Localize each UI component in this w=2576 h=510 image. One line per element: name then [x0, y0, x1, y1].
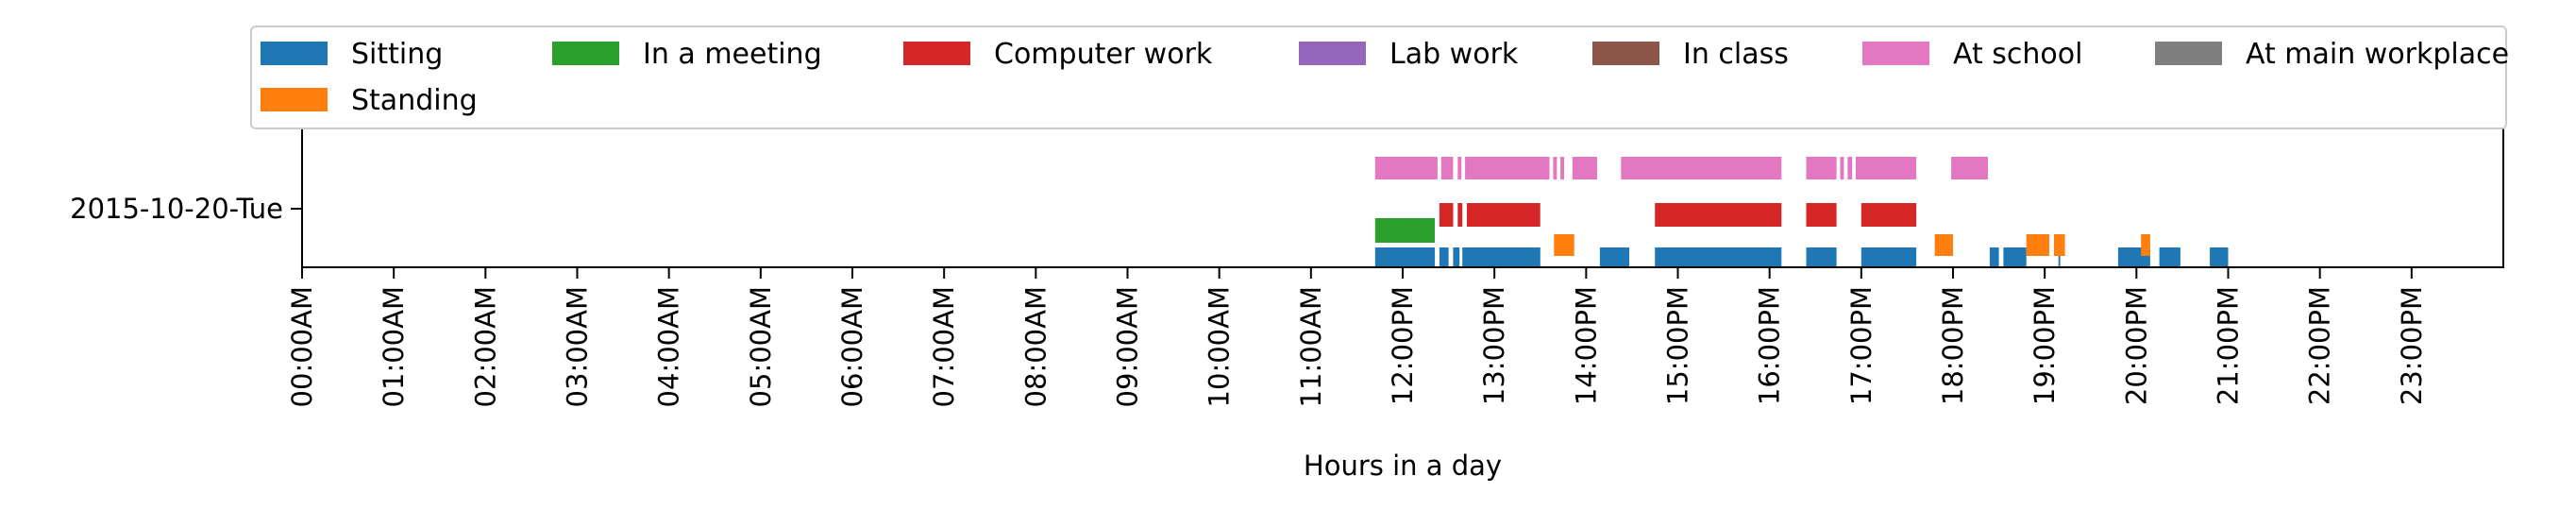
- x-tick-label: 19:00PM: [2029, 286, 2061, 405]
- bar-sitting-0: [1374, 247, 1435, 267]
- legend-label-computer-work: Computer work: [994, 38, 1213, 71]
- x-tick-label: 14:00PM: [1570, 286, 1602, 405]
- x-tick-label: 17:00PM: [1845, 286, 1877, 405]
- x-tick-label: 20:00PM: [2120, 286, 2152, 405]
- bar-in-a-meeting-0: [1374, 218, 1435, 243]
- legend-label-lab-work: Lab work: [1389, 38, 1519, 71]
- chart-bars: [1374, 157, 2229, 267]
- x-tick-label: 09:00AM: [1112, 286, 1144, 407]
- legend-label-in-class: In class: [1683, 38, 1789, 71]
- legend-swatch-sitting: [261, 42, 328, 65]
- bar-sitting-2: [1453, 247, 1460, 267]
- bar-sitting-1: [1439, 247, 1449, 267]
- bar-sitting-7: [1860, 247, 1917, 267]
- x-tick-label: 10:00AM: [1204, 286, 1236, 407]
- legend-label-standing: Standing: [351, 84, 478, 117]
- bar-at-school-2: [1457, 157, 1462, 179]
- legend-swatch-lab-work: [1299, 42, 1366, 65]
- bar-computer-work-0: [1439, 203, 1454, 227]
- bar-at-school-11: [1856, 157, 1917, 179]
- bar-standing-0: [1554, 234, 1574, 256]
- legend: Sitting In a meeting Computer work Lab work…: [250, 26, 2509, 129]
- bar-computer-work-4: [1806, 203, 1837, 227]
- x-tick-label: 05:00AM: [745, 286, 777, 407]
- bar-at-school-7: [1621, 157, 1782, 179]
- x-tick-label: 16:00PM: [1754, 286, 1786, 405]
- legend-swatch-at-school: [1862, 42, 1929, 65]
- bar-at-school-12: [1951, 157, 1988, 179]
- x-tick-label: 08:00AM: [1019, 286, 1052, 407]
- bar-sitting-12: [2159, 247, 2180, 267]
- bar-sitting-5: [1655, 247, 1782, 267]
- bar-computer-work-1: [1457, 203, 1463, 227]
- bar-sitting-3: [1462, 247, 1541, 267]
- x-tick-label: 23:00PM: [2396, 286, 2428, 405]
- y-axis: 2015-10-20-Tue: [70, 193, 302, 225]
- bar-sitting-6: [1806, 247, 1837, 267]
- bar-standing-4: [2141, 234, 2150, 256]
- x-tick-label: 22:00PM: [2304, 286, 2336, 405]
- legend-label-at-main-workplace: At main workplace: [2246, 38, 2509, 71]
- bar-at-school-5: [1560, 157, 1564, 179]
- legend-label-in-a-meeting: In a meeting: [643, 38, 822, 71]
- x-tick-label: 12:00PM: [1387, 286, 1419, 405]
- legend-swatch-computer-work: [903, 42, 970, 65]
- bar-computer-work-2: [1467, 203, 1541, 227]
- bar-computer-work-5: [1860, 203, 1917, 227]
- bar-at-school-8: [1806, 157, 1837, 179]
- bar-at-school-6: [1572, 157, 1597, 179]
- bar-computer-work-3: [1655, 203, 1782, 227]
- x-tick-label: 01:00AM: [378, 286, 410, 407]
- bar-sitting-10: [2058, 247, 2061, 267]
- x-tick-label: 04:00AM: [653, 286, 685, 407]
- x-axis: 00:00AM 01:00AM 02:00AM 03:00AM 04:00AM 05:00…: [286, 267, 2428, 407]
- bar-at-school-10: [1847, 157, 1853, 179]
- legend-frame: [250, 26, 2507, 129]
- x-tick-label: 11:00AM: [1295, 286, 1327, 407]
- legend-label-sitting: Sitting: [351, 38, 443, 71]
- x-tick-label: 15:00PM: [1662, 286, 1694, 405]
- bar-at-school-3: [1465, 157, 1550, 179]
- x-tick-label: 21:00PM: [2213, 286, 2245, 405]
- legend-label-at-school: At school: [1953, 38, 2082, 71]
- x-tick-label: 06:00AM: [836, 286, 868, 407]
- bar-at-school-1: [1440, 157, 1454, 179]
- legend-swatch-standing: [261, 88, 328, 111]
- bar-standing-2: [2026, 234, 2049, 256]
- bar-sitting-8: [1989, 247, 1999, 267]
- bar-at-school-0: [1374, 157, 1438, 179]
- x-tick-label: 07:00AM: [928, 286, 960, 407]
- plot-frame: [301, 128, 2504, 268]
- legend-swatch-in-class: [1592, 42, 1659, 65]
- x-tick-label: 13:00PM: [1478, 286, 1510, 405]
- bar-sitting-4: [1599, 247, 1629, 267]
- x-axis-label: Hours in a day: [1304, 450, 1502, 482]
- bar-sitting-9: [2003, 247, 2027, 267]
- bar-at-school-9: [1840, 157, 1844, 179]
- legend-swatch-at-main-workplace: [2155, 42, 2222, 65]
- bar-standing-1: [1934, 234, 1953, 256]
- x-tick-label: 02:00AM: [469, 286, 501, 407]
- bar-standing-3: [2053, 234, 2065, 256]
- bar-sitting-13: [2210, 247, 2229, 267]
- x-tick-label: 00:00AM: [286, 286, 318, 407]
- y-tick-label: 2015-10-20-Tue: [70, 193, 283, 225]
- bar-at-school-4: [1553, 157, 1557, 179]
- x-tick-label: 03:00AM: [562, 286, 594, 407]
- x-tick-label: 18:00PM: [1937, 286, 1969, 405]
- legend-swatch-in-a-meeting: [552, 42, 619, 65]
